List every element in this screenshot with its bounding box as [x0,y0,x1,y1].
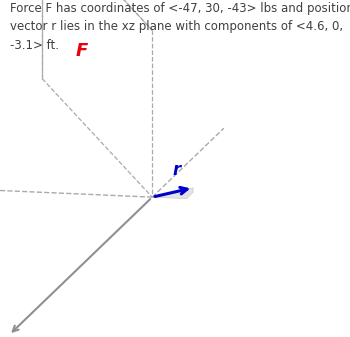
Polygon shape [152,188,193,198]
Text: F: F [75,42,88,60]
Text: -3.1> ft.: -3.1> ft. [10,39,60,52]
Text: Force F has coordinates of <-47, 30, -43> lbs and position: Force F has coordinates of <-47, 30, -43… [10,2,350,15]
Text: vector r lies in the xz plane with components of <4.6, 0,: vector r lies in the xz plane with compo… [10,20,344,33]
Text: r: r [172,161,180,179]
